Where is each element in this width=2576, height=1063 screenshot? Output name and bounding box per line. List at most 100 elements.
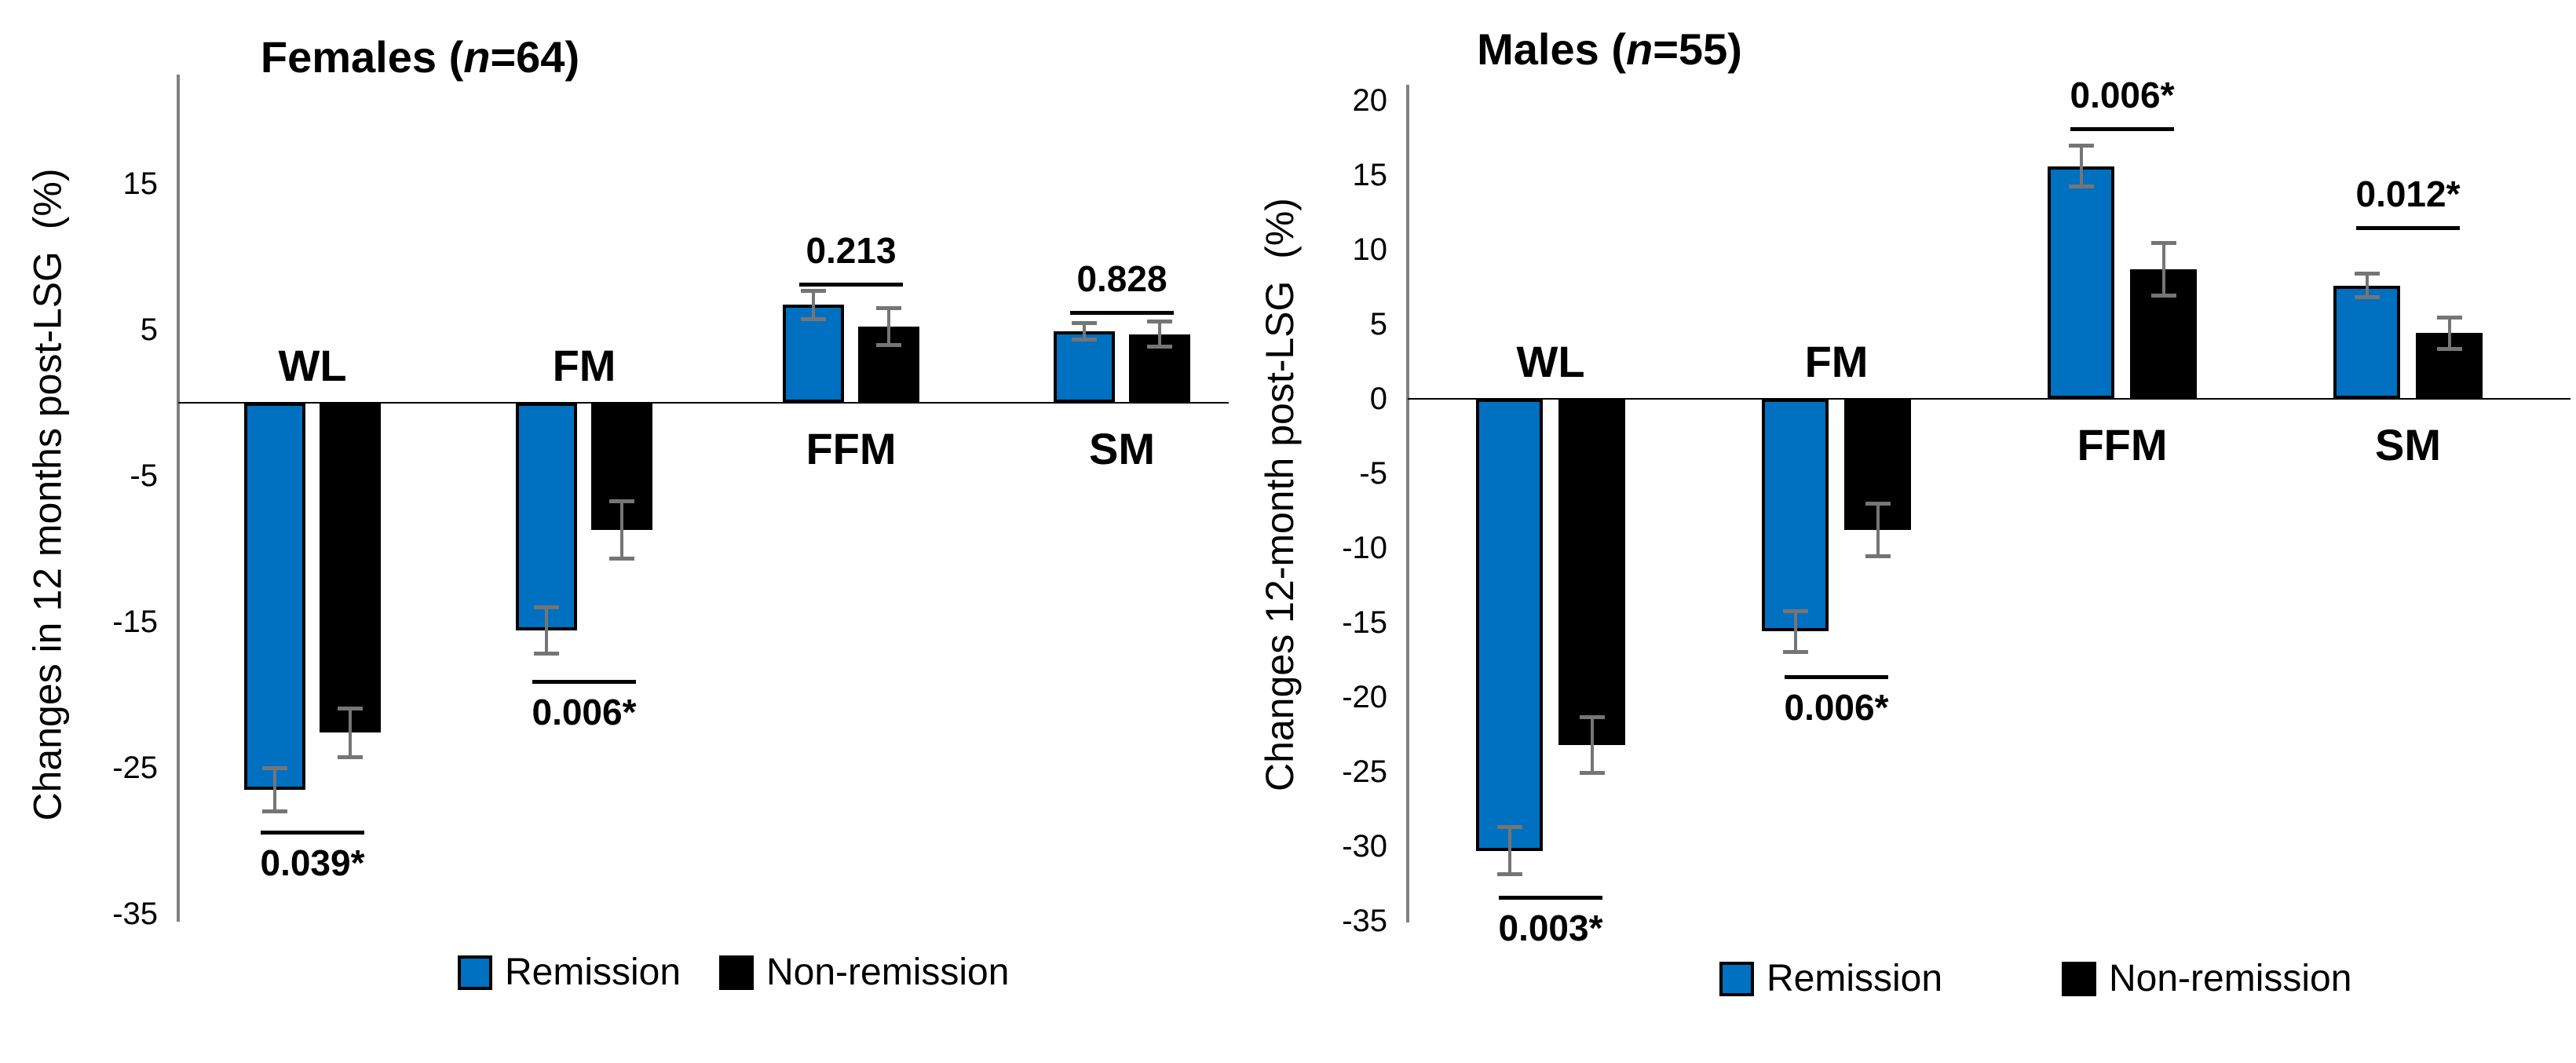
- error-bar-non-remission-ffm: [887, 308, 890, 346]
- tick-label-15: 15: [1352, 158, 1388, 192]
- error-cap-top: [338, 706, 363, 710]
- error-cap-top: [1147, 319, 1172, 323]
- tick-label--15: -15: [112, 605, 158, 639]
- error-bar-non-remission-wl: [349, 707, 352, 758]
- category-label-fm: FM: [1804, 337, 1869, 386]
- error-cap-bottom: [2354, 294, 2380, 299]
- error-bar-remission-wl: [273, 768, 276, 812]
- error-bar-non-remission-fm: [1876, 503, 1880, 557]
- title-n-italic: n: [1626, 24, 1653, 74]
- remission-swatch-icon: [1719, 962, 1754, 996]
- tick-label--25: -25: [112, 751, 158, 785]
- error-bar-non-remission-ffm: [2161, 242, 2165, 296]
- bar-remission-ffm: [783, 305, 844, 403]
- bar-non-remission-wl: [1558, 399, 1625, 745]
- bar-remission-ffm: [2048, 166, 2114, 399]
- category-label-sm: SM: [1089, 424, 1155, 473]
- error-cap-top: [1782, 608, 1808, 613]
- tick-label-10: 10: [1352, 232, 1388, 267]
- panel-title-females: Females (n=64): [90, 31, 750, 82]
- error-cap-top: [2068, 144, 2094, 148]
- category-label-wl: WL: [278, 341, 347, 390]
- category-label-ffm: FFM: [2077, 420, 2168, 469]
- error-cap-bottom: [1072, 338, 1097, 342]
- error-bar-non-remission-sm: [1158, 320, 1161, 348]
- error-cap-bottom: [534, 651, 559, 656]
- error-bar-remission-sm: [2365, 273, 2369, 298]
- tick-label--15: -15: [1342, 605, 1387, 640]
- category-label-wl: WL: [1516, 337, 1585, 386]
- error-bar-remission-fm: [545, 607, 548, 654]
- title-suffix: =55): [1653, 24, 1742, 74]
- tick-label--25: -25: [1342, 754, 1387, 789]
- error-cap-top: [2436, 315, 2462, 320]
- error-bar-non-remission-sm: [2447, 316, 2451, 350]
- legend-label: Non-remission: [2109, 958, 2352, 999]
- p-value-line-sm: [2356, 225, 2460, 230]
- tick-label-15: 15: [122, 166, 159, 201]
- title-text: Males (: [1477, 24, 1626, 74]
- error-cap-top: [2150, 240, 2176, 245]
- error-bar-remission-wl: [1507, 827, 1511, 875]
- error-cap-top: [609, 499, 634, 503]
- error-cap-top: [2354, 272, 2380, 276]
- tick-label--35: -35: [1342, 904, 1387, 938]
- bar-remission-fm: [1762, 399, 1829, 632]
- tick-label--10: -10: [1342, 531, 1387, 565]
- tick-label-20: 20: [1352, 83, 1388, 118]
- p-value-line-fm: [1785, 674, 1888, 679]
- error-cap-bottom: [2436, 347, 2462, 352]
- title-text: Females (: [260, 32, 464, 82]
- legend-label: Non-remission: [766, 952, 1010, 993]
- zero-baseline: [178, 402, 1229, 404]
- title-suffix: =64): [490, 32, 580, 82]
- p-value-line-sm: [1070, 310, 1174, 315]
- y-axis-line: [177, 75, 180, 922]
- tick-label-5: 5: [140, 312, 158, 347]
- bar-remission-wl: [1476, 399, 1543, 851]
- category-label-sm: SM: [2375, 420, 2441, 469]
- title-n-italic: n: [463, 32, 491, 82]
- p-value-wl: 0.003*: [1498, 907, 1603, 948]
- p-value-line-ffm: [799, 283, 903, 287]
- p-value-line-ffm: [2070, 127, 2174, 132]
- error-cap-top: [801, 288, 826, 293]
- p-value-ffm: 0.213: [806, 230, 897, 272]
- error-cap-top: [876, 306, 901, 311]
- tick-label-0: 0: [1369, 382, 1387, 416]
- error-cap-bottom: [1865, 554, 1891, 559]
- error-cap-bottom: [876, 343, 901, 348]
- zero-baseline: [1408, 398, 2571, 400]
- y-axis-line: [1406, 85, 1409, 922]
- non-remission-swatch-icon: [719, 955, 754, 990]
- error-bar-remission-ffm: [2079, 145, 2083, 188]
- legend-item-remission: Remission: [458, 952, 681, 994]
- error-cap-bottom: [801, 316, 826, 321]
- error-bar-remission-ffm: [812, 290, 815, 320]
- error-cap-bottom: [1147, 345, 1172, 349]
- error-cap-top: [534, 605, 559, 610]
- error-cap-bottom: [338, 754, 363, 759]
- bar-non-remission-wl: [320, 403, 381, 733]
- category-label-fm: FM: [552, 341, 616, 390]
- p-value-line-fm: [532, 680, 636, 685]
- error-bar-remission-sm: [1083, 322, 1086, 340]
- error-cap-bottom: [262, 809, 287, 813]
- p-value-fm: 0.006*: [1784, 686, 1889, 728]
- tick-label--5: -5: [130, 458, 158, 493]
- p-value-sm: 0.828: [1076, 258, 1167, 299]
- p-value-wl: 0.039*: [260, 842, 365, 883]
- p-value-ffm: 0.006*: [2070, 75, 2175, 116]
- error-cap-bottom: [609, 557, 634, 561]
- error-cap-bottom: [1579, 770, 1605, 775]
- error-cap-top: [262, 766, 287, 770]
- error-cap-bottom: [1496, 872, 1522, 877]
- tick-label--5: -5: [1359, 456, 1387, 491]
- p-value-sm: 0.012*: [2355, 173, 2461, 214]
- legend-item-non-remission: Non-remission: [2062, 958, 2351, 1000]
- error-cap-bottom: [2150, 293, 2176, 298]
- bar-remission-fm: [516, 403, 577, 631]
